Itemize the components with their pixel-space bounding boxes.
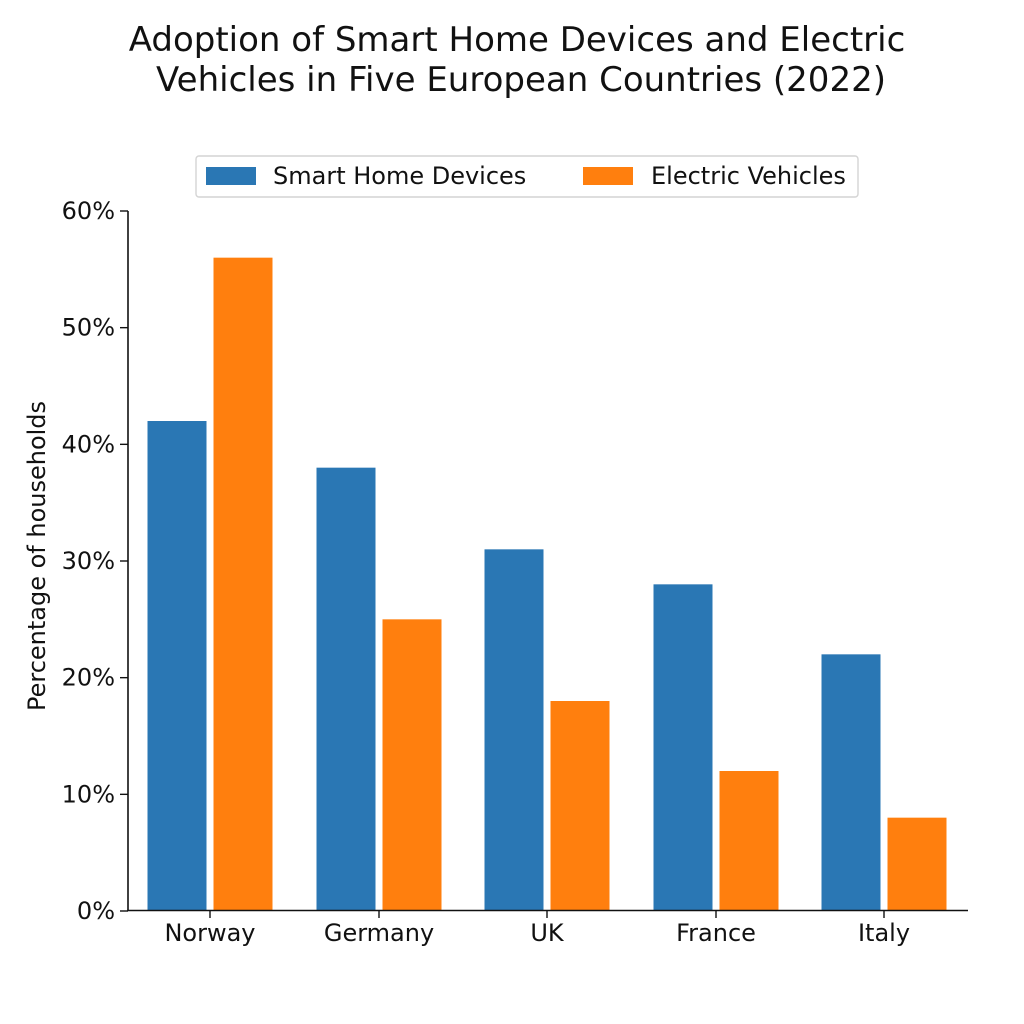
- y-tick-label: 50%: [62, 314, 115, 342]
- y-tick-label: 20%: [62, 664, 115, 692]
- legend-swatch-electric-vehicles: [583, 167, 633, 185]
- bar-smart-home-devices-germany: [316, 467, 376, 911]
- chart-title-line-1: Adoption of Smart Home Devices and Elect…: [129, 20, 906, 60]
- x-tick-label-italy: Italy: [858, 919, 910, 947]
- bar-electric-vehicles-france: [719, 771, 779, 911]
- y-axis-label: Percentage of households: [23, 401, 51, 711]
- x-tick-label-uk: UK: [530, 919, 565, 947]
- legend-swatch-smart-home-devices: [206, 167, 256, 185]
- x-tick-label-norway: Norway: [164, 919, 255, 947]
- bar-electric-vehicles-norway: [213, 257, 273, 912]
- bar-smart-home-devices-italy: [821, 654, 881, 911]
- chart-title: Adoption of Smart Home Devices and Elect…: [129, 20, 906, 100]
- bars: [147, 257, 947, 912]
- legend-label-electric-vehicles: Electric Vehicles: [651, 162, 846, 190]
- y-tick-label: 30%: [62, 547, 115, 575]
- bar-electric-vehicles-germany: [382, 619, 442, 911]
- chart-title-line-2: Vehicles in Five European Countries (202…: [156, 60, 886, 100]
- x-tick-label-germany: Germany: [324, 919, 434, 947]
- bar-smart-home-devices-norway: [147, 421, 207, 911]
- bar-electric-vehicles-italy: [887, 817, 947, 911]
- legend-box: [195, 155, 859, 198]
- y-tick-label: 0%: [77, 897, 115, 925]
- y-tick-label: 60%: [62, 197, 115, 225]
- x-tick-label-france: France: [676, 919, 756, 947]
- y-axis-ticks: 0% 10% 20% 30% 40% 50% 60%: [62, 197, 128, 925]
- x-axis-ticks: Norway Germany UK France Italy: [164, 911, 910, 947]
- bar-smart-home-devices-france: [653, 584, 713, 911]
- bar-electric-vehicles-uk: [550, 701, 610, 911]
- y-tick-label: 40%: [62, 430, 115, 458]
- bar-smart-home-devices-uk: [484, 549, 544, 911]
- legend-label-smart-home-devices: Smart Home Devices: [273, 162, 526, 190]
- y-tick-label: 10%: [62, 780, 115, 808]
- legend: Smart Home Devices Electric Vehicles: [195, 155, 859, 198]
